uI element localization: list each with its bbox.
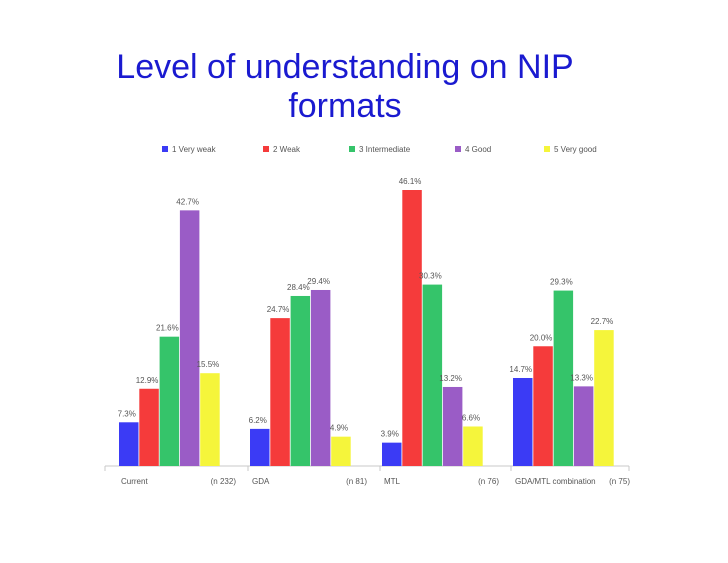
data-label: 13.3% [570, 373, 593, 382]
data-label: 7.3% [118, 409, 136, 418]
data-label: 29.3% [550, 278, 573, 287]
bar [310, 289, 331, 466]
legend-label: 2 Weak [273, 145, 301, 154]
bar [119, 422, 139, 466]
bar [331, 436, 351, 466]
data-label: 3.9% [381, 430, 399, 439]
legend-label: 1 Very weak [172, 145, 217, 154]
bar [290, 295, 311, 466]
legend-swatch [544, 146, 550, 152]
bar [270, 318, 290, 466]
x-tick-n-label: (n 81) [346, 477, 367, 486]
data-label: 29.4% [307, 277, 330, 286]
data-label: 14.7% [509, 365, 532, 374]
bar [159, 336, 180, 466]
legend-label: 5 Very good [554, 145, 597, 154]
bar [513, 377, 533, 466]
bar [402, 190, 422, 466]
data-label: 13.2% [439, 374, 462, 383]
x-tick-n-label: (n 232) [211, 477, 237, 486]
legend-swatch [162, 146, 168, 152]
data-label: 24.7% [267, 305, 290, 314]
chart-title: Level of understanding on NIP formats [116, 48, 574, 125]
data-label: 15.5% [197, 360, 220, 369]
data-label: 6.2% [249, 416, 267, 425]
bar [442, 386, 463, 466]
x-tick-n-label: (n 75) [609, 477, 630, 486]
x-tick-label: GDA [252, 477, 270, 486]
bar [382, 442, 402, 466]
x-tick-label: MTL [384, 477, 401, 486]
bar [463, 426, 483, 466]
bar [533, 346, 553, 466]
data-label: 42.7% [176, 197, 199, 206]
bar [250, 428, 270, 466]
bar [200, 373, 220, 466]
legend-label: 4 Good [465, 145, 491, 154]
legend-swatch [263, 146, 269, 152]
data-label: 20.0% [530, 333, 553, 342]
bar [573, 386, 594, 466]
data-label: 28.4% [287, 283, 310, 292]
data-label: 46.1% [399, 177, 422, 186]
x-tick-n-label: (n 76) [478, 477, 499, 486]
bar [139, 388, 159, 466]
x-tick-label: GDA/MTL combination [515, 477, 596, 486]
legend-swatch [455, 146, 461, 152]
bar [422, 284, 443, 466]
legend-label: 3 Intermediate [359, 145, 411, 154]
data-label: 6.6% [462, 413, 480, 422]
data-label: 12.9% [136, 376, 159, 385]
data-label: 4.9% [330, 424, 348, 433]
data-label: 22.7% [591, 317, 614, 326]
bar [179, 210, 200, 466]
legend-swatch [349, 146, 355, 152]
bar [594, 330, 614, 466]
bar [553, 290, 574, 466]
data-label: 30.3% [419, 272, 442, 281]
x-tick-label: Current [121, 477, 148, 486]
data-label: 21.6% [156, 324, 179, 333]
